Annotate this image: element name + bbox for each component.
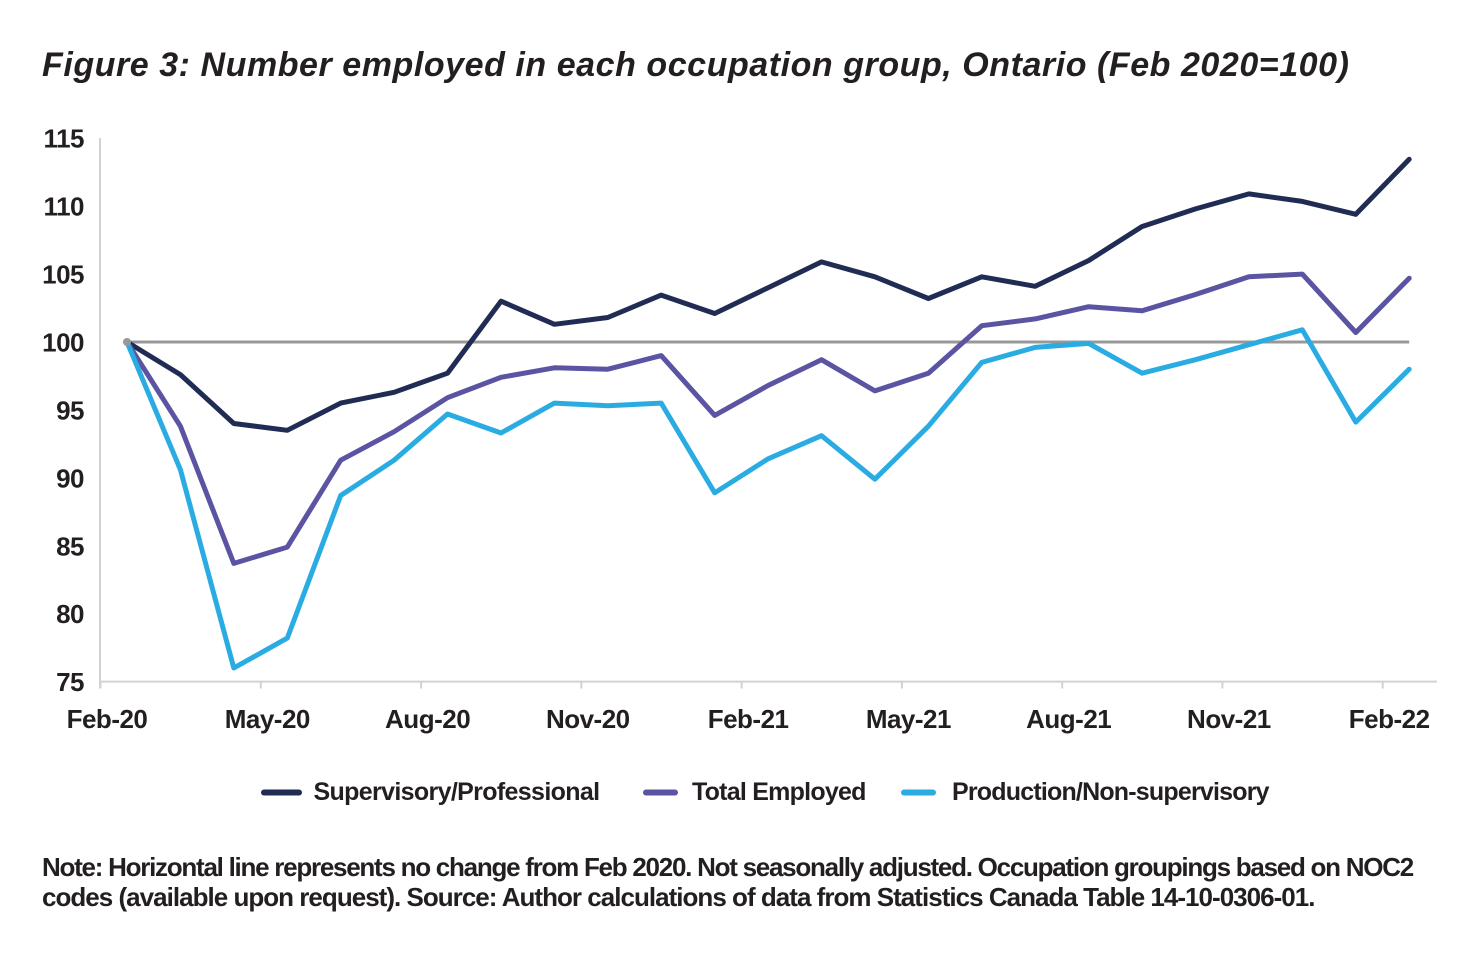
svg-text:Supervisory/Professional: Supervisory/Professional — [314, 778, 600, 806]
svg-text:80: 80 — [56, 599, 84, 629]
svg-text:115: 115 — [44, 124, 84, 154]
svg-text:85: 85 — [56, 531, 84, 561]
svg-text:Production/Non-supervisory: Production/Non-supervisory — [952, 778, 1270, 806]
svg-text:Feb-22: Feb-22 — [1349, 704, 1430, 734]
svg-text:codes (available upon request): codes (available upon request). Source: … — [42, 882, 1315, 912]
svg-text:Total Employed: Total Employed — [692, 778, 866, 806]
svg-text:90: 90 — [56, 463, 84, 493]
svg-text:Aug-21: Aug-21 — [1026, 704, 1111, 734]
svg-text:95: 95 — [56, 395, 84, 425]
svg-text:110: 110 — [44, 192, 84, 222]
svg-text:May-20: May-20 — [225, 704, 310, 734]
svg-text:75: 75 — [56, 667, 84, 697]
svg-text:May-21: May-21 — [866, 704, 951, 734]
svg-text:105: 105 — [42, 260, 84, 290]
svg-text:Nov-20: Nov-20 — [546, 704, 630, 734]
svg-text:Note: Horizontal line represen: Note: Horizontal line represents no chan… — [42, 852, 1414, 882]
svg-text:Feb-21: Feb-21 — [708, 704, 789, 734]
svg-text:Feb-20: Feb-20 — [67, 704, 148, 734]
svg-text:Figure 3: Number employed in e: Figure 3: Number employed in each occupa… — [42, 46, 1349, 84]
svg-text:Aug-20: Aug-20 — [385, 704, 470, 734]
svg-text:Nov-21: Nov-21 — [1187, 704, 1271, 734]
svg-text:100: 100 — [42, 328, 84, 358]
